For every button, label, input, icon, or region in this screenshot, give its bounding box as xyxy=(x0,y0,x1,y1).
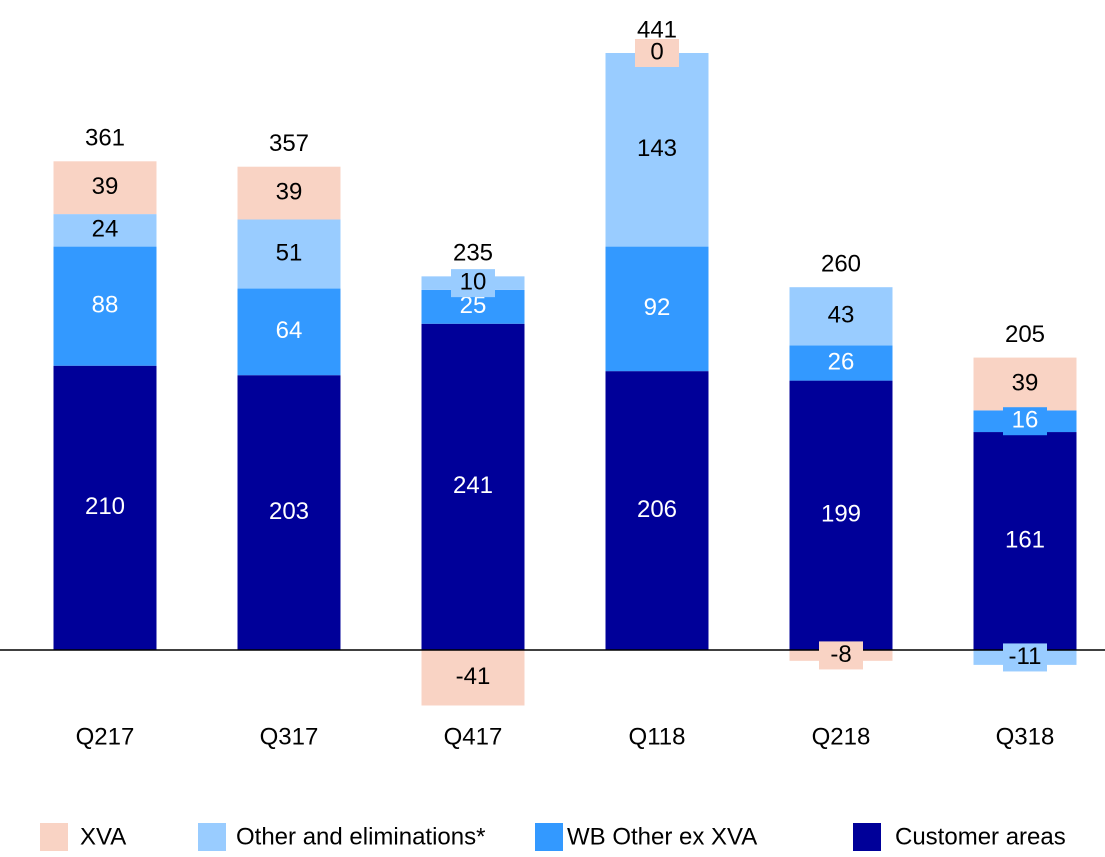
bar-segment xyxy=(53,214,157,247)
data-label: 64 xyxy=(276,317,303,344)
bar-segment xyxy=(421,323,525,650)
data-label: 199 xyxy=(821,501,861,528)
data-label: 203 xyxy=(269,498,309,525)
x-tick-label: Q417 xyxy=(444,723,503,750)
data-label: 241 xyxy=(453,472,493,499)
label-box xyxy=(819,641,863,670)
data-label: 39 xyxy=(92,173,119,200)
data-label: 143 xyxy=(637,135,677,162)
total-label: 205 xyxy=(1005,321,1045,348)
x-tick-label: Q317 xyxy=(260,723,319,750)
bar-segment xyxy=(237,219,341,289)
total-label: 260 xyxy=(821,251,861,278)
total-label: 361 xyxy=(85,125,125,152)
bar-segment xyxy=(53,365,157,650)
data-label: -8 xyxy=(830,641,851,668)
bar-segment xyxy=(605,371,709,650)
data-label: 210 xyxy=(85,493,125,520)
data-label: 26 xyxy=(828,348,855,375)
legend-label: XVA xyxy=(80,823,126,850)
legend-label: Other and eliminations* xyxy=(236,823,485,850)
data-label: 161 xyxy=(1005,526,1045,553)
bar-segment xyxy=(53,246,157,366)
legend-label: WB Other ex XVA xyxy=(567,823,757,850)
data-label: 39 xyxy=(1012,369,1039,396)
data-label: 24 xyxy=(92,216,119,243)
data-label: -41 xyxy=(456,663,491,690)
bar-segment xyxy=(605,246,709,372)
data-label: -11 xyxy=(1009,643,1042,670)
bar-segment xyxy=(237,375,341,650)
label-box xyxy=(1003,407,1047,436)
legend-swatch xyxy=(40,823,68,851)
bar-segment xyxy=(789,380,893,650)
label-box xyxy=(1003,643,1047,672)
bar-segment xyxy=(789,287,893,346)
bar-segment xyxy=(973,357,1077,411)
label-box xyxy=(451,269,495,298)
legend-swatch xyxy=(198,823,226,851)
total-label: 441 xyxy=(637,16,677,43)
bar-segment xyxy=(53,161,157,215)
total-label: 235 xyxy=(453,240,493,267)
legend-label: Customer areas xyxy=(895,823,1066,850)
legend-swatch xyxy=(535,823,563,851)
x-tick-label: Q217 xyxy=(76,723,135,750)
bar-segment xyxy=(237,288,341,376)
bar-segment xyxy=(973,432,1077,650)
data-label: 39 xyxy=(276,178,303,205)
data-label: 88 xyxy=(92,291,119,318)
bar-segment xyxy=(789,345,893,381)
data-label: 0 xyxy=(650,38,663,65)
bar-segment xyxy=(421,650,525,706)
bar-segment xyxy=(605,53,709,247)
data-label: 92 xyxy=(644,294,671,321)
label-box xyxy=(635,39,679,67)
data-label: 43 xyxy=(828,302,855,329)
x-tick-label: Q218 xyxy=(812,723,871,750)
data-label: 16 xyxy=(1012,407,1039,434)
legend-swatch xyxy=(853,823,881,851)
data-label: 206 xyxy=(637,496,677,523)
x-tick-label: Q318 xyxy=(996,723,1055,750)
total-label: 357 xyxy=(269,130,309,157)
data-label: 10 xyxy=(460,268,487,295)
data-label: 51 xyxy=(276,239,303,266)
bar-segment xyxy=(237,166,341,220)
x-tick-label: Q118 xyxy=(629,723,686,750)
